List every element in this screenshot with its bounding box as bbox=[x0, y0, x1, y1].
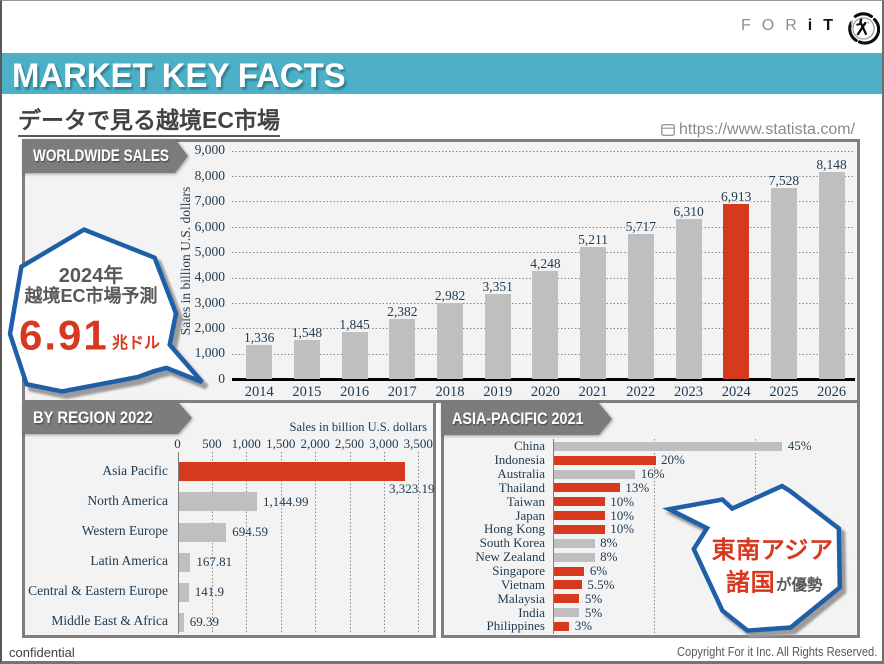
svg-text:2024年: 2024年 bbox=[59, 263, 124, 287]
svg-text:兆ドル: 兆ドル bbox=[112, 334, 160, 352]
svg-text:諸国: 諸国 bbox=[726, 569, 775, 597]
svg-text:6.91: 6.91 bbox=[19, 312, 109, 359]
svg-text:が優勢: が優勢 bbox=[776, 575, 823, 594]
svg-text:越境EC市場予測: 越境EC市場予測 bbox=[23, 285, 157, 306]
svg-text:東南アジア: 東南アジア bbox=[712, 537, 834, 564]
